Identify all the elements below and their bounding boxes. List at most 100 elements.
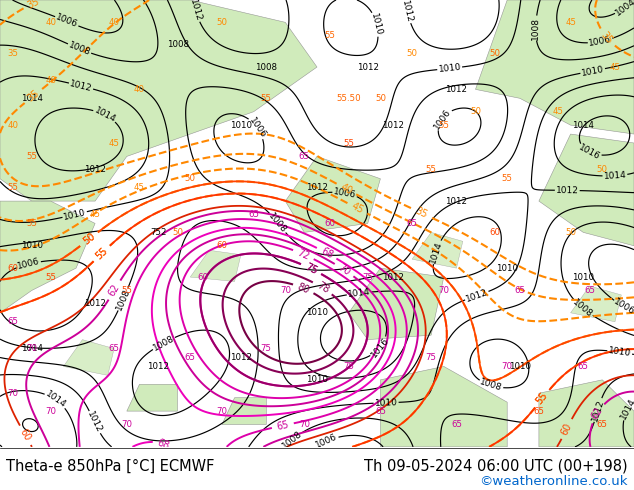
Polygon shape xyxy=(412,232,463,268)
Text: 65: 65 xyxy=(584,286,595,295)
Polygon shape xyxy=(63,340,114,375)
Text: 35: 35 xyxy=(599,30,615,46)
Text: 70: 70 xyxy=(26,344,37,353)
Polygon shape xyxy=(349,268,444,340)
Text: 1014: 1014 xyxy=(44,390,68,410)
Text: 1008: 1008 xyxy=(256,63,277,72)
Text: 1008: 1008 xyxy=(571,297,594,319)
Text: 45: 45 xyxy=(108,139,120,147)
Text: 1010: 1010 xyxy=(573,272,594,282)
Text: 1010: 1010 xyxy=(63,208,87,221)
Text: 60: 60 xyxy=(559,421,574,437)
Text: 65: 65 xyxy=(597,420,608,429)
Text: 1012: 1012 xyxy=(84,299,106,308)
Text: 65: 65 xyxy=(514,286,526,295)
Text: 1014: 1014 xyxy=(21,344,42,353)
Text: 65: 65 xyxy=(375,407,386,416)
Text: 1006: 1006 xyxy=(247,116,268,140)
Text: 50: 50 xyxy=(489,49,500,58)
Text: 78: 78 xyxy=(314,280,330,295)
Text: 55: 55 xyxy=(26,152,37,161)
Text: 1010: 1010 xyxy=(306,308,328,318)
Text: Theta-e 850hPa [°C] ECMWF: Theta-e 850hPa [°C] ECMWF xyxy=(6,459,215,474)
Text: 75: 75 xyxy=(304,262,319,276)
Text: 55: 55 xyxy=(425,165,437,174)
Text: 1006: 1006 xyxy=(588,35,612,48)
Polygon shape xyxy=(222,398,266,424)
Text: 55: 55 xyxy=(7,183,18,192)
Text: 1014: 1014 xyxy=(93,106,117,124)
Text: 1006: 1006 xyxy=(333,187,357,199)
Text: 75: 75 xyxy=(304,262,319,276)
Polygon shape xyxy=(539,134,634,246)
Text: 65: 65 xyxy=(276,419,290,432)
Text: 65: 65 xyxy=(7,317,18,326)
Polygon shape xyxy=(476,0,634,134)
Text: 75: 75 xyxy=(425,353,437,362)
Text: 68: 68 xyxy=(156,437,171,451)
Text: 62: 62 xyxy=(590,405,605,421)
Text: 70: 70 xyxy=(45,407,56,416)
Text: 45: 45 xyxy=(565,18,576,27)
Text: 1014: 1014 xyxy=(21,94,42,103)
Text: 45: 45 xyxy=(89,210,101,219)
Text: 55: 55 xyxy=(94,245,110,261)
Text: 1014: 1014 xyxy=(618,396,634,421)
Text: 1010: 1010 xyxy=(581,64,605,77)
Text: 1006: 1006 xyxy=(16,257,41,271)
Text: 1008: 1008 xyxy=(267,211,288,235)
Text: 70: 70 xyxy=(216,407,228,416)
Text: 70: 70 xyxy=(299,420,310,429)
Text: 1012: 1012 xyxy=(230,353,252,362)
Text: 1014: 1014 xyxy=(429,240,444,264)
Text: 50: 50 xyxy=(565,228,576,237)
Text: 1012: 1012 xyxy=(556,186,579,195)
Polygon shape xyxy=(539,380,634,447)
Polygon shape xyxy=(285,156,380,232)
Text: 1004: 1004 xyxy=(614,0,634,17)
Text: 50: 50 xyxy=(406,49,418,58)
Text: 35: 35 xyxy=(7,49,18,58)
Text: 35: 35 xyxy=(25,0,41,10)
Polygon shape xyxy=(127,384,178,411)
Text: 55: 55 xyxy=(45,272,56,282)
Text: 1008: 1008 xyxy=(281,429,304,450)
Text: 1012: 1012 xyxy=(465,288,489,304)
Text: 1008: 1008 xyxy=(115,287,132,311)
Text: 55: 55 xyxy=(534,391,550,407)
Text: 1016: 1016 xyxy=(369,336,391,359)
Text: 55: 55 xyxy=(121,286,133,295)
Text: 1010: 1010 xyxy=(230,121,252,130)
Text: 55: 55 xyxy=(501,174,513,183)
Text: 1012: 1012 xyxy=(188,0,203,23)
Text: 60: 60 xyxy=(197,272,209,282)
Text: 1014: 1014 xyxy=(573,121,594,130)
Text: 45: 45 xyxy=(609,63,621,72)
Text: 1012: 1012 xyxy=(590,398,605,422)
Text: 50: 50 xyxy=(470,107,481,116)
Text: 55: 55 xyxy=(343,139,354,147)
Text: 50: 50 xyxy=(81,231,97,247)
Text: 70: 70 xyxy=(280,286,291,295)
Text: 40: 40 xyxy=(7,121,18,130)
Text: 1012: 1012 xyxy=(446,196,467,206)
Polygon shape xyxy=(0,0,317,201)
Text: 70: 70 xyxy=(438,286,450,295)
Text: 60: 60 xyxy=(489,228,500,237)
Text: 1010: 1010 xyxy=(608,346,631,358)
Text: 50: 50 xyxy=(375,94,386,103)
Text: 60: 60 xyxy=(18,427,33,443)
Text: 45: 45 xyxy=(552,107,564,116)
Text: 1012: 1012 xyxy=(357,63,378,72)
Text: 1012: 1012 xyxy=(148,362,169,371)
Text: 50: 50 xyxy=(172,228,183,237)
Text: 65: 65 xyxy=(108,344,120,353)
Text: 65: 65 xyxy=(451,420,462,429)
Text: 55: 55 xyxy=(534,391,550,407)
Text: 55.50: 55.50 xyxy=(337,94,361,103)
Text: 55: 55 xyxy=(26,219,37,228)
Text: 40: 40 xyxy=(339,182,354,196)
Text: 50: 50 xyxy=(597,165,608,174)
Text: 1010: 1010 xyxy=(496,264,518,272)
Text: 55: 55 xyxy=(94,245,110,261)
